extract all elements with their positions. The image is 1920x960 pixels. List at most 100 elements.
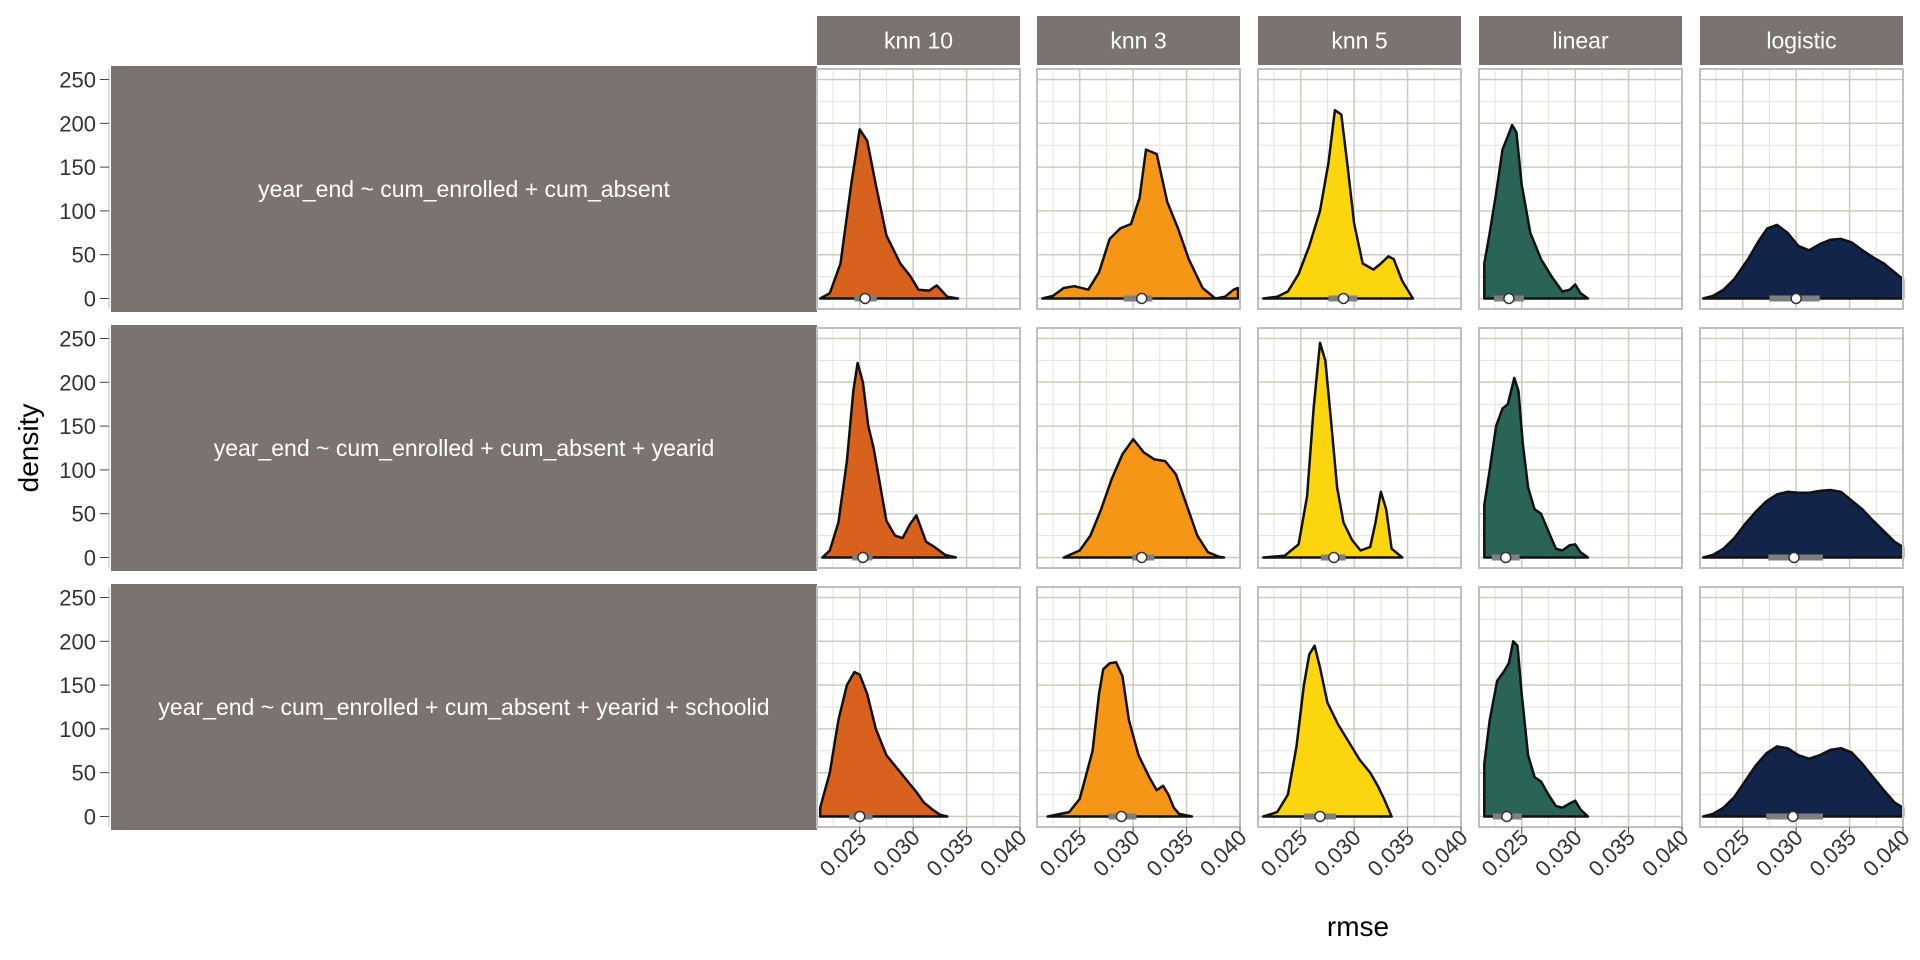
x-tick-label: 0.030	[1530, 825, 1587, 882]
panel-border	[1257, 68, 1462, 310]
y-tick-label: 0	[84, 286, 96, 311]
panel-border	[1478, 68, 1683, 310]
x-tick-label: 0.030	[1751, 825, 1808, 882]
median-point	[1787, 810, 1799, 823]
x-tick-label: 0.035	[1805, 825, 1862, 882]
density-area	[1062, 437, 1226, 559]
median-point	[1790, 292, 1802, 305]
x-axis-title: rmse	[1327, 911, 1389, 942]
median-point	[1501, 810, 1513, 823]
y-tick-label: 100	[59, 458, 96, 483]
median-point	[1135, 292, 1148, 305]
column-strip-label: logistic	[1766, 28, 1836, 54]
panel-border	[1257, 327, 1462, 569]
median-point	[1328, 551, 1340, 564]
y-tick-label: 250	[59, 68, 96, 93]
x-tick-label: 0.035	[1363, 825, 1420, 882]
column-strip	[1258, 16, 1461, 65]
x-tick-label: 0.025	[1477, 825, 1534, 882]
row-strip-label: year_end ~ cum_enrolled + cum_absent + y…	[214, 435, 715, 461]
y-tick-label: 50	[72, 502, 96, 527]
column-strip	[1700, 16, 1903, 65]
median-point	[853, 810, 866, 823]
panel-border	[816, 68, 1021, 310]
y-tick-label: 250	[59, 586, 96, 611]
panel-border	[1699, 586, 1904, 828]
density-area	[1262, 644, 1393, 818]
density-area	[1483, 123, 1590, 300]
row-strip-label: year_end ~ cum_enrolled + cum_absent + y…	[158, 694, 769, 720]
x-tick-label: 0.035	[1142, 825, 1199, 882]
density-area	[1701, 488, 1905, 559]
x-tick-label: 0.040	[1858, 825, 1915, 882]
median-point	[857, 551, 869, 564]
median-point	[1314, 810, 1326, 823]
y-tick-label: 200	[59, 111, 96, 136]
y-tick-label: 150	[59, 673, 96, 698]
median-point	[859, 292, 871, 305]
density-area	[1701, 745, 1905, 818]
column-strip	[817, 16, 1020, 65]
column-strip-label: linear	[1552, 28, 1609, 54]
x-tick-label: 0.030	[868, 825, 925, 882]
row-strip-label: year_end ~ cum_enrolled + cum_absent	[258, 176, 670, 202]
panel-border	[1699, 327, 1904, 569]
y-tick-label: 100	[59, 717, 96, 742]
panel-border	[816, 586, 1021, 828]
y-tick-label: 50	[72, 243, 96, 268]
panel-border	[1699, 68, 1904, 310]
panel-border	[1478, 327, 1683, 569]
x-tick-label: 0.025	[1698, 825, 1755, 882]
panel-border	[1036, 327, 1241, 569]
row-strip	[111, 584, 817, 830]
x-tick-label: 0.040	[1637, 825, 1694, 882]
median-point	[1135, 551, 1148, 564]
median-point	[1337, 292, 1350, 305]
x-tick-label: 0.040	[1416, 825, 1473, 882]
y-tick-label: 200	[59, 629, 96, 654]
x-tick-label: 0.040	[975, 825, 1032, 882]
x-tick-label: 0.035	[922, 825, 979, 882]
y-tick-label: 0	[84, 804, 96, 829]
x-tick-label: 0.025	[1035, 825, 1092, 882]
median-point	[1115, 810, 1128, 823]
y-tick-label: 0	[84, 545, 96, 570]
panel-border	[1036, 68, 1241, 310]
density-area	[818, 670, 949, 818]
median-point	[1788, 551, 1800, 564]
row-strip	[111, 325, 817, 571]
median-point	[1499, 551, 1512, 564]
density-area	[1701, 223, 1905, 300]
density-area	[818, 128, 960, 300]
x-tick-label: 0.030	[1309, 825, 1366, 882]
density-area	[821, 361, 958, 559]
column-strip	[1479, 16, 1682, 65]
y-tick-label: 150	[59, 155, 96, 180]
y-tick-label: 250	[59, 327, 96, 352]
density-area	[1483, 376, 1590, 559]
x-tick-label: 0.035	[1584, 825, 1641, 882]
density-area	[1262, 341, 1404, 559]
column-strip-label: knn 10	[884, 28, 953, 54]
panel-border	[1478, 586, 1683, 828]
density-area	[1046, 661, 1194, 818]
row-strip	[111, 66, 817, 312]
x-tick-label: 0.025	[1256, 825, 1313, 882]
panel-border	[816, 327, 1021, 569]
x-tick-label: 0.025	[815, 825, 872, 882]
y-axis-title: density	[13, 404, 44, 493]
panel-border	[1257, 586, 1462, 828]
column-strip-label: knn 5	[1331, 28, 1387, 54]
panel-border	[1036, 586, 1241, 828]
y-tick-label: 150	[59, 414, 96, 439]
median-point	[1503, 292, 1515, 305]
column-strip	[1037, 16, 1240, 65]
x-tick-label: 0.030	[1088, 825, 1145, 882]
density-area	[1262, 108, 1415, 300]
density-area	[1483, 640, 1590, 818]
density-area	[1041, 148, 1240, 300]
y-tick-label: 200	[59, 370, 96, 395]
column-strip-label: knn 3	[1110, 28, 1166, 54]
